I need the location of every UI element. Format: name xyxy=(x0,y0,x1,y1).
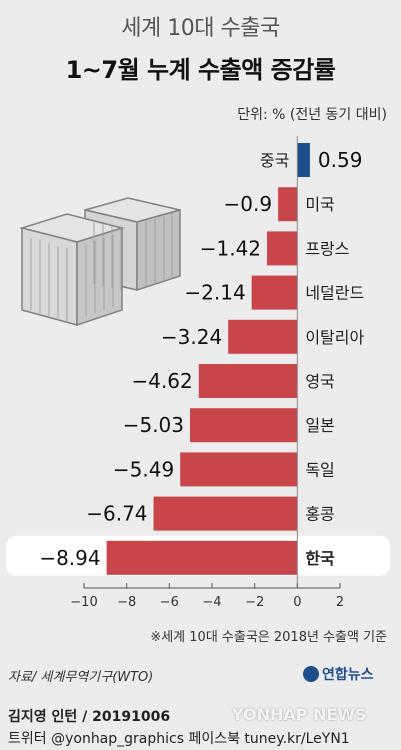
value-label-1: −0.9 xyxy=(224,192,273,216)
bar-1 xyxy=(278,187,298,222)
value-label-8: −6.74 xyxy=(86,502,147,526)
x-tick-label-4: −2 xyxy=(245,595,264,610)
category-label-5: 영국 xyxy=(305,372,334,391)
x-tick-label-5: 0 xyxy=(293,595,301,610)
category-label-6: 일본 xyxy=(305,416,334,435)
value-label-7: −5.49 xyxy=(113,457,174,481)
author-credit: 김지영 인턴 / 20191006 xyxy=(8,709,171,725)
bar-4 xyxy=(228,319,298,354)
category-label-4: 이탈리아 xyxy=(305,328,364,347)
bar-0 xyxy=(297,143,310,177)
watermark: YONHAP NEWS xyxy=(232,705,367,724)
category-label-3: 네덜란드 xyxy=(305,284,364,303)
bar-5 xyxy=(198,364,298,398)
bar-6 xyxy=(190,408,298,443)
value-label-5: −4.62 xyxy=(131,369,192,393)
x-tick-label-6: 2 xyxy=(336,595,344,610)
crates-illustration xyxy=(19,197,181,327)
category-label-8: 홍콩 xyxy=(305,505,334,524)
category-label-7: 독일 xyxy=(305,460,334,479)
bar-3 xyxy=(251,275,298,310)
value-label-6: −5.03 xyxy=(123,413,184,437)
bar-9 xyxy=(106,540,298,575)
value-label-4: −3.24 xyxy=(161,325,222,349)
category-label-2: 프랑스 xyxy=(305,239,349,258)
bar-chart: 0.59 중국 −0.9 미국 −1.42 프랑스 −2.14 네덜란드 −3.24 이탈리아 −4… xyxy=(6,136,390,610)
chart-subtitle: 1~7월 누계 수출액 증감률 xyxy=(65,56,336,84)
bar-8 xyxy=(153,496,298,531)
x-tick-label-3: −4 xyxy=(202,595,221,610)
x-tick-label-2: −6 xyxy=(160,595,179,610)
unit-label: 단위: % (전년 동기 대비) xyxy=(237,107,387,123)
bar-2 xyxy=(267,231,298,266)
logo-icon xyxy=(303,666,319,682)
category-label-1: 미국 xyxy=(305,195,334,214)
yonhap-logo: 연합뉴스 xyxy=(303,664,374,684)
footnote: ※세계 10대 수출국은 2018년 수출액 기준 xyxy=(150,630,387,645)
category-label-9: 한국 xyxy=(305,549,335,568)
logo-text: 연합뉴스 xyxy=(322,667,374,683)
x-tick-label-0: −10 xyxy=(70,595,97,610)
value-label-9: −8.94 xyxy=(39,546,100,570)
bar-7 xyxy=(180,452,298,487)
category-label-0: 중국 xyxy=(260,151,289,170)
value-label-2: −1.42 xyxy=(200,236,261,260)
social-links: 트위터 @yonhap_graphics 페이스북 tuney.kr/LeYN1 xyxy=(8,731,350,747)
source-label: 자료/ 세계무역기구(WTO) xyxy=(8,670,154,685)
value-label-0: 0.59 xyxy=(318,148,363,172)
value-label-3: −2.14 xyxy=(184,281,245,305)
chart-title: 세계 10대 수출국 xyxy=(121,16,280,41)
x-tick-label-1: −8 xyxy=(117,595,136,610)
